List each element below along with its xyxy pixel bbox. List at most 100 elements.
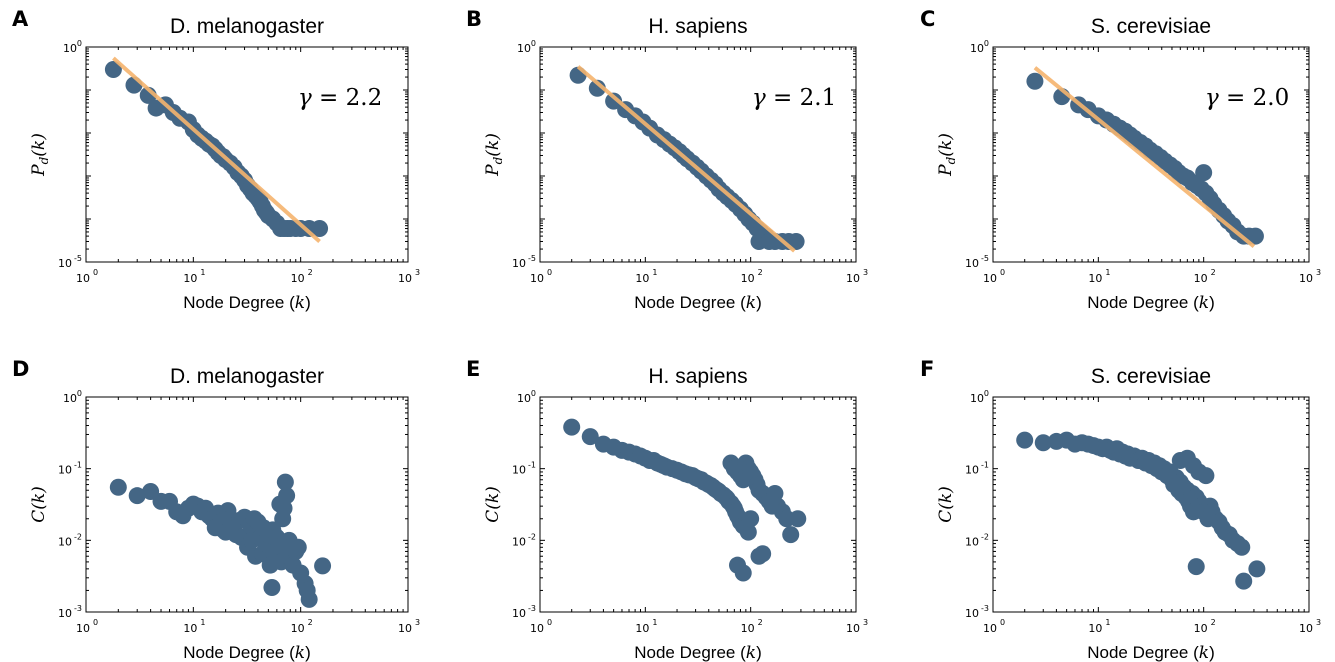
x-tick-label: 10 (635, 272, 649, 285)
y-tick-label-exponent: -1 (528, 461, 536, 470)
x-tick-label-exponent: 2 (308, 268, 313, 277)
x-tick-label-exponent: 3 (415, 268, 420, 277)
x-tick-label-exponent: 1 (652, 618, 657, 627)
panel-title: S. cerevisiae (1091, 15, 1211, 38)
gamma-annotation: γ = 2.2 (298, 85, 382, 111)
x-tick-label: 10 (1088, 272, 1102, 285)
x-tick-label: 10 (398, 272, 412, 285)
x-tick-label: 10 (741, 272, 755, 285)
data-point (766, 485, 784, 503)
plot-frame (539, 396, 857, 613)
x-tick-label-exponent: 0 (547, 618, 552, 627)
x-axis-label: Node Degree (k) (183, 643, 311, 662)
panel-letter: B (466, 7, 482, 31)
x-tick-label-exponent: 1 (652, 268, 657, 277)
data-point (734, 564, 752, 582)
y-tick-label: 10 (512, 535, 526, 548)
y-tick-label-exponent: 0 (531, 389, 536, 398)
panel-title: H. sapiens (648, 15, 747, 38)
y-tick-label: 10 (965, 464, 979, 477)
x-tick-label: 10 (76, 272, 90, 285)
y-axis-label: C(k) (483, 486, 503, 523)
x-tick-label: 10 (398, 622, 412, 635)
x-tick-label-exponent: 0 (93, 268, 98, 277)
x-tick-label-exponent: 1 (1105, 268, 1110, 277)
x-tick-label: 10 (846, 272, 860, 285)
data-point (1195, 164, 1213, 182)
x-tick-label: 10 (183, 622, 197, 635)
x-tick-label-exponent: 0 (1000, 268, 1005, 277)
data-point (1187, 558, 1205, 576)
y-tick-label-exponent: -2 (981, 532, 989, 541)
y-tick-label-exponent: -3 (981, 604, 989, 613)
data-point (1190, 463, 1208, 481)
y-tick-label: 10 (512, 464, 526, 477)
x-tick-label-exponent: 2 (1211, 268, 1216, 277)
data-point (1034, 434, 1052, 452)
x-axis-label: Node Degree (k) (1087, 293, 1215, 313)
x-axis-label: Node Degree (k) (634, 643, 762, 662)
panel-letter: C (920, 7, 935, 31)
y-axis-label: Pd(k) (936, 133, 958, 177)
y-axis-label: C(k) (936, 486, 956, 523)
plot-frame (539, 46, 857, 263)
x-tick-label-exponent: 1 (1105, 618, 1110, 627)
y-tick-label: 10 (58, 607, 72, 620)
panel-title: D. melanogaster (170, 365, 324, 388)
y-tick-label: 10 (58, 257, 72, 270)
plot-frame (992, 396, 1310, 613)
y-tick-label: 10 (58, 535, 72, 548)
x-tick-label: 10 (183, 272, 197, 285)
data-point (789, 510, 807, 528)
data-point (109, 478, 127, 496)
data-point (739, 523, 757, 541)
x-tick-label-exponent: 1 (200, 618, 205, 627)
y-axis-label: Pd(k) (29, 133, 51, 177)
data-point (1026, 72, 1044, 90)
x-tick-label: 10 (530, 272, 544, 285)
y-tick-label: 10 (965, 607, 979, 620)
fit-line (576, 65, 796, 253)
data-point (1246, 227, 1264, 245)
data-point (289, 538, 307, 556)
x-tick-label: 10 (1299, 622, 1313, 635)
x-tick-label-exponent: 3 (863, 268, 868, 277)
data-point (1248, 560, 1266, 578)
x-tick-label-exponent: 0 (1000, 618, 1005, 627)
data-point (278, 487, 296, 505)
x-tick-label: 10 (635, 622, 649, 635)
y-tick-label: 10 (965, 535, 979, 548)
fit-line (1033, 66, 1256, 248)
x-tick-label: 10 (291, 272, 305, 285)
panel-letter: A (12, 7, 29, 31)
y-tick-label: 10 (63, 392, 77, 405)
data-points (563, 418, 807, 582)
x-tick-label-exponent: 2 (758, 618, 763, 627)
data-point (754, 545, 772, 563)
panel-title: S. cerevisiae (1091, 365, 1211, 388)
data-point (742, 510, 760, 528)
data-point (263, 578, 281, 596)
x-tick-label-exponent: 2 (758, 268, 763, 277)
y-tick-label-exponent: -1 (981, 461, 989, 470)
x-tick-label-exponent: 3 (1316, 618, 1321, 627)
plot-frame (992, 46, 1310, 263)
data-points (1026, 72, 1264, 245)
y-tick-label: 10 (512, 607, 526, 620)
y-tick-label: 10 (512, 257, 526, 270)
x-tick-label: 10 (530, 622, 544, 635)
x-tick-label: 10 (983, 272, 997, 285)
y-tick-label-exponent: 0 (77, 39, 82, 48)
data-point (782, 526, 800, 544)
data-point (1016, 431, 1034, 449)
data-points (109, 473, 332, 608)
plot-frame (85, 46, 409, 263)
x-tick-label: 10 (291, 622, 305, 635)
data-point (128, 487, 146, 505)
y-tick-label-exponent: -2 (74, 532, 82, 541)
y-tick-label: 10 (517, 392, 531, 405)
panel-letter: F (920, 357, 934, 381)
